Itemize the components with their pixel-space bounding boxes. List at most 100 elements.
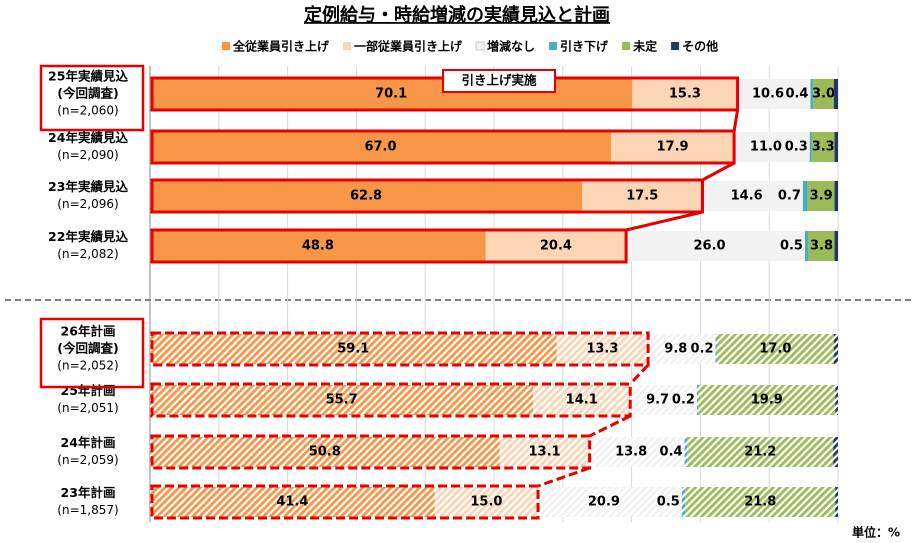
value-label: 0.5: [657, 495, 680, 510]
highlight-connector: [625, 210, 703, 232]
legend-swatch: [671, 42, 680, 50]
current-survey-box: [39, 317, 145, 389]
bar-segment: [811, 132, 835, 162]
highlight-box: [150, 382, 632, 418]
value-label: 19.9: [751, 393, 783, 408]
value-label: 3.8: [810, 239, 833, 254]
value-label: 15.0: [470, 495, 502, 510]
value-label: 26.0: [693, 239, 725, 254]
value-label: 67.0: [364, 140, 396, 155]
bar-segment: [434, 487, 539, 517]
value-label: 13.1: [529, 445, 561, 460]
highlight-box: [150, 228, 628, 264]
bar-segment: [681, 487, 686, 517]
bar-segment: [696, 385, 699, 415]
bar-segment: [804, 231, 809, 261]
value-label: 17.5: [626, 189, 658, 204]
category-label: 25年実績見込: [48, 69, 128, 84]
category-label: 24年実績見込: [48, 130, 128, 145]
highlight-connector: [732, 109, 740, 132]
bar-segment: [687, 437, 834, 467]
bar-segment: [715, 334, 717, 364]
highlight-connector: [629, 363, 650, 386]
highlight-box: [150, 178, 704, 214]
highlight-connector: [701, 161, 735, 182]
bar-segment: [150, 385, 534, 415]
category-label: 23年実績見込: [48, 179, 128, 194]
bar-segment: [150, 437, 500, 467]
value-label: 21.8: [744, 495, 776, 510]
highlight-connector: [588, 414, 631, 438]
bar-segment: [813, 79, 834, 109]
bar-segment: [499, 437, 590, 467]
bar-segment: [648, 334, 716, 364]
bar-segment: [150, 487, 435, 517]
value-label: 0.4: [785, 87, 808, 102]
bar-segment: [582, 181, 703, 211]
highlight-box: [150, 434, 592, 470]
value-label: 48.8: [302, 239, 334, 254]
legend-label: その他: [682, 39, 718, 54]
legend-label: 未定: [632, 39, 657, 54]
category-label: (n=2,052): [57, 359, 118, 373]
bar-segment: [626, 231, 805, 261]
category-label: (n=2,082): [57, 247, 118, 261]
value-label: 3.3: [812, 140, 835, 155]
bar-segment: [556, 334, 649, 364]
bar-segment: [150, 132, 611, 162]
bar-segment: [834, 181, 838, 211]
value-label: 9.7: [646, 393, 669, 408]
legend-label: 一部従業員引き上げ: [354, 39, 463, 54]
highlight-box: [150, 484, 540, 520]
category-label: (n=2,060): [57, 104, 118, 118]
value-label: 13.3: [586, 342, 618, 357]
value-label: 9.8: [664, 342, 687, 357]
value-label: 55.7: [326, 393, 358, 408]
value-label: 50.8: [309, 445, 341, 460]
bar-segment: [150, 231, 486, 261]
value-label: 3.9: [810, 189, 833, 204]
bar-segment: [833, 334, 838, 364]
legend-label: 増減なし: [487, 39, 535, 54]
category-label: (n=2,051): [57, 401, 118, 415]
value-label: 14.1: [566, 393, 598, 408]
category-label: (今回調査): [57, 341, 118, 356]
bar-segment: [737, 79, 811, 109]
bar-segment: [810, 79, 814, 109]
bar-segment: [150, 334, 557, 364]
bar-segment: [684, 437, 688, 467]
legend-swatch: [343, 42, 352, 50]
bar-segment: [835, 385, 838, 415]
legend-swatch: [549, 42, 558, 50]
bar-segment: [538, 487, 682, 517]
value-label: 3.0: [812, 87, 835, 102]
legend-swatch: [475, 41, 485, 51]
value-label: 0.2: [672, 393, 695, 408]
bar-segment: [716, 334, 834, 364]
legend-swatch: [622, 42, 631, 50]
highlight-box: [150, 129, 736, 165]
bar-segment: [802, 181, 808, 211]
highlight-box: [150, 331, 650, 367]
value-label: 0.5: [780, 239, 803, 254]
bar-segment: [632, 79, 738, 109]
bar-segment: [150, 181, 583, 211]
bar-segment: [533, 385, 631, 415]
category-label: 23年計画: [61, 485, 116, 500]
category-label: (n=2,096): [57, 197, 118, 211]
bar-segment: [734, 132, 810, 162]
category-label: 26年計画: [61, 324, 116, 339]
bar-segment: [685, 487, 836, 517]
bar-segment: [835, 487, 838, 517]
bar-segment: [833, 79, 838, 109]
chart-title: 定例給与・時給増減の実績見込と計画: [304, 4, 610, 26]
value-label: 11.0: [750, 140, 782, 155]
value-label: 0.4: [660, 445, 683, 460]
value-label: 21.2: [744, 445, 776, 460]
value-label: 0.3: [785, 140, 808, 155]
legend-label: 全従業員引き上げ: [232, 39, 330, 54]
bar-segment: [834, 132, 838, 162]
category-label: 22年実績見込: [48, 229, 128, 244]
value-label: 59.1: [337, 342, 369, 357]
category-label: 24年計画: [61, 435, 116, 450]
